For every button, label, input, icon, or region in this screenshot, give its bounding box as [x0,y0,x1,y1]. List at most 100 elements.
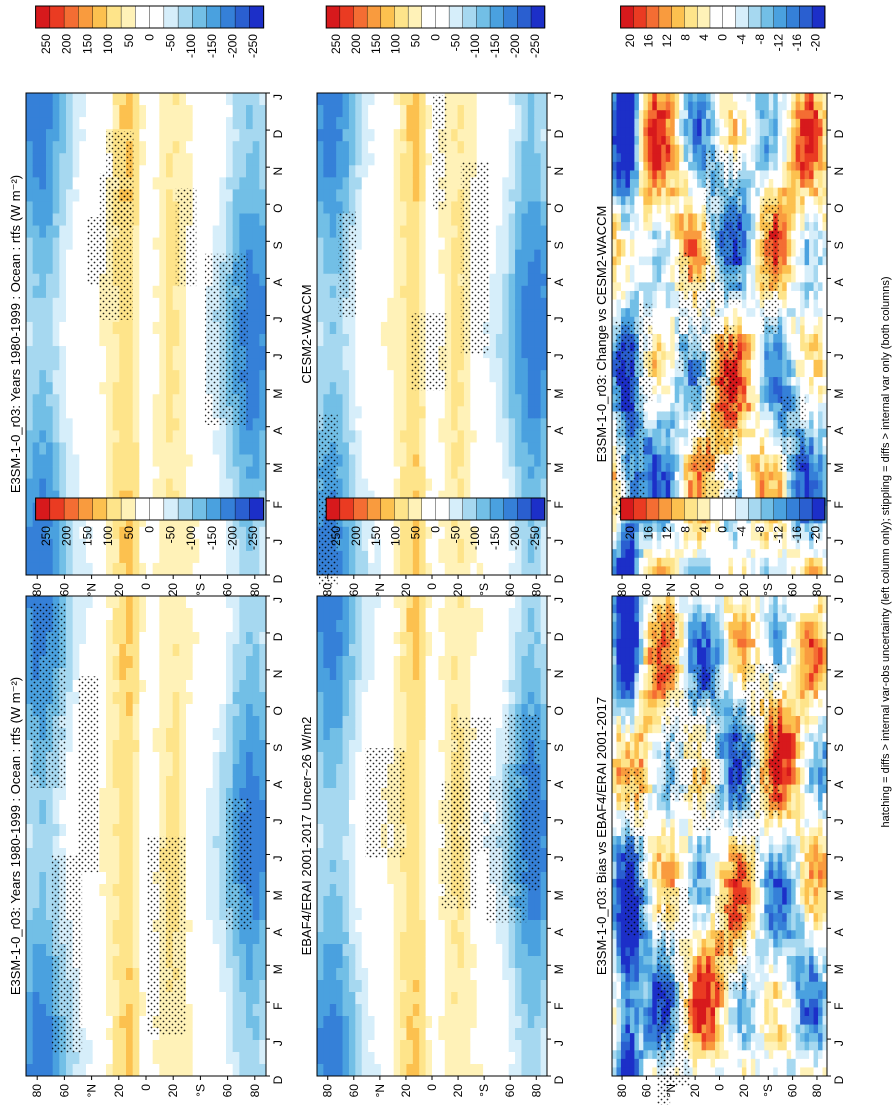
heatmap-cell [361,860,369,873]
heatmap-cell [112,370,120,383]
lat-tick-label: 20 [166,583,180,597]
heatmap-cell [336,692,343,705]
heatmap-cell [374,153,382,166]
heatmap-cell [323,704,331,717]
month-tick-label: M [552,389,566,399]
heatmap-cell [232,596,240,609]
heatmap-cell [348,992,356,1005]
heatmap-cell [206,800,214,813]
heatmap-cell [72,692,80,705]
heatmap-cell [259,538,267,552]
heatmap-cell [52,490,60,504]
heatmap-cell [534,346,542,359]
heatmap-cell [192,526,200,540]
heatmap-cell [329,370,337,383]
heatmap-cell [186,956,194,969]
heatmap-cell [329,189,337,202]
heatmap-cell [126,550,134,564]
heatmap-cell [152,225,160,238]
heatmap-cell [361,596,369,609]
heatmap-cell [139,596,147,609]
heatmap-cell [323,165,331,178]
heatmap-cell [342,764,350,777]
heatmap-cell [451,117,458,130]
heatmap-cell [239,153,247,166]
heatmap-cell [26,656,34,669]
heatmap-cell [99,788,107,801]
heatmap-cell [246,273,254,287]
heatmap-cell [432,514,439,528]
heatmap-cell [52,358,60,371]
heatmap-cell [451,105,458,118]
heatmap-cell [495,454,503,467]
heatmap-cell [26,872,34,885]
heatmap-cell [172,526,180,540]
heatmap-cell [66,273,74,287]
heatmap-cell [502,370,510,383]
lat-tick-label: 20 [112,1084,126,1098]
heatmap-cell [406,141,414,154]
heatmap-cell [219,454,227,467]
heatmap-cell [186,430,194,443]
heatmap-cell [259,358,267,371]
heatmap-cell [259,430,267,443]
heatmap-cell [489,454,497,467]
heatmap-cell [59,117,67,130]
heatmap-cell [219,430,227,443]
heatmap-cell [46,872,54,885]
heatmap-cell [166,538,174,552]
heatmap-cell [355,382,363,395]
heatmap-cell [323,321,331,335]
heatmap-cell [66,550,74,564]
heatmap-cell [206,824,214,837]
heatmap-cell [52,141,60,154]
heatmap-cell [219,752,227,765]
heatmap-cell [412,225,420,238]
heatmap-cell [406,562,414,576]
heatmap-cell [451,285,458,299]
heatmap-cell [380,538,388,552]
heatmap-cell [323,309,331,323]
heatmap-cell [139,848,147,861]
month-tick-label: A [271,928,285,936]
heatmap-cell [199,358,207,371]
heatmap-cell [361,285,369,299]
heatmap-cell [106,93,114,106]
heatmap-cell [72,454,80,467]
heatmap-cell [540,261,548,275]
heatmap-cell [432,406,439,419]
heatmap-cell [317,1028,324,1041]
heatmap-cell [172,358,180,371]
heatmap-cell [540,201,548,214]
heatmap-cell [112,394,120,407]
heatmap-cell [380,177,388,190]
heatmap-cell [259,680,267,693]
heatmap-cell [32,382,40,395]
heatmap-cell [192,394,200,407]
heatmap-cell [92,285,100,299]
heatmap-cell [86,608,94,621]
heatmap-cell [246,1004,254,1017]
heatmap-cell [72,334,80,347]
heatmap-cell [59,177,67,190]
heatmap-cell [232,237,240,251]
heatmap-cell [212,956,220,969]
heatmap-cell [361,776,369,789]
heatmap-cell [66,237,74,251]
heatmap-cell [72,752,80,765]
heatmap-cell [186,478,194,492]
heatmap-cell [483,141,490,154]
heatmap-cell [26,1004,34,1017]
heatmap-cell [412,249,420,263]
heatmap-cell [26,213,34,226]
heatmap-cell [72,776,80,789]
heatmap-cell [179,550,187,564]
heatmap-cell [172,608,180,621]
heatmap-cell [66,382,74,395]
heatmap-cell [317,764,324,777]
heatmap-cell [483,370,490,383]
heatmap-cell [444,430,452,443]
heatmap-cell [259,418,267,431]
heatmap-cell [192,117,200,130]
heatmap-cell [495,490,503,504]
